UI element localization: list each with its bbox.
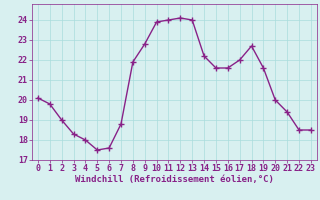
X-axis label: Windchill (Refroidissement éolien,°C): Windchill (Refroidissement éolien,°C) [75,175,274,184]
